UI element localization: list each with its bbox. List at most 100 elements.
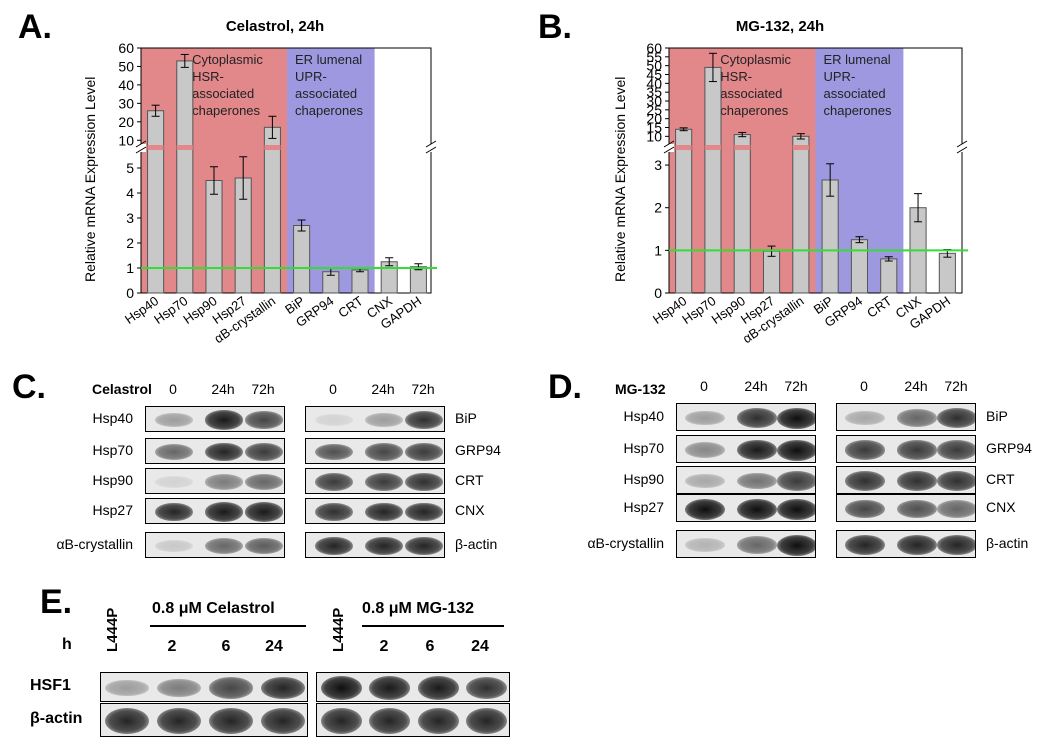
panel-d-right-row-label-2: CRT bbox=[986, 471, 1015, 487]
panel-e-hour-label: h bbox=[62, 636, 72, 653]
panel-c-left-blot-3 bbox=[145, 498, 285, 524]
panel-d-left-blot-3 bbox=[676, 494, 816, 522]
panel-c-right-band-1-1 bbox=[365, 443, 403, 461]
panel-c-left-band-2-1 bbox=[205, 474, 243, 490]
panel-d-right-blot-1 bbox=[836, 435, 976, 463]
panel-e-mg132-underline bbox=[362, 625, 504, 627]
panel-d-left-band-0-1 bbox=[737, 408, 777, 428]
chart-a-axis-break-gap-0 bbox=[136, 144, 146, 152]
panel-d-right-blot-2 bbox=[836, 466, 976, 494]
panel-d-left-band-0-0 bbox=[685, 410, 725, 426]
panel-e-cel-band-0-0 bbox=[104, 679, 150, 697]
panel-e-celastrol-header: 0.8 μM Celastrol bbox=[152, 600, 275, 617]
chart-a-bar-2 bbox=[205, 180, 223, 294]
panel-e-cel-band-1-3 bbox=[260, 708, 306, 734]
panel-d-right-row-label-0: BiP bbox=[986, 408, 1008, 424]
panel-d-right-band-3-0 bbox=[845, 499, 885, 519]
panel-d-left-blot-4 bbox=[676, 530, 816, 558]
panel-c-left-row-label-4: αB-crystallin bbox=[56, 536, 133, 552]
panel-c-left-band-1-0 bbox=[155, 444, 193, 460]
chart-a-ytick-label: 5 bbox=[126, 160, 134, 176]
panel-c-left-band-3-2 bbox=[245, 502, 283, 522]
panel-e-mg-band-1-2 bbox=[417, 708, 459, 734]
chart-a-ytick-label: 1 bbox=[126, 260, 134, 276]
panel-c-right-band-4-1 bbox=[365, 536, 403, 556]
panel-c-right-band-2-1 bbox=[365, 473, 403, 491]
panel-d-right-band-3-2 bbox=[937, 500, 975, 518]
panel-d-right-blot-4 bbox=[836, 530, 976, 558]
panel-c-right-row-label-0: BiP bbox=[455, 410, 477, 426]
panel-d-left-row-label-1: Hsp70 bbox=[623, 440, 664, 456]
panel-c-left-blot-2 bbox=[145, 468, 285, 494]
panel-e-time-mg-0: 2 bbox=[379, 638, 389, 655]
panel-c-left-band-0-1 bbox=[205, 410, 243, 430]
panel-d-left-blot-2 bbox=[676, 466, 816, 494]
panel-c-left-band-4-1 bbox=[205, 538, 243, 554]
panel-d-right-band-0-0 bbox=[845, 410, 885, 426]
panel-c-right-row-label-2: CRT bbox=[455, 472, 484, 488]
panel-d-right-band-4-2 bbox=[937, 534, 975, 556]
panel-c-left-band-1-2 bbox=[245, 443, 283, 461]
chart-a-bar-break-0 bbox=[147, 145, 164, 150]
panel-e-time-mg-2: 24 bbox=[471, 638, 489, 655]
panel-label-e: E. bbox=[40, 583, 73, 621]
panel-c-col-header-0-0: 0 bbox=[169, 381, 177, 397]
chart-a-bar-7 bbox=[351, 269, 369, 294]
panel-c-right-row-label-4: β-actin bbox=[455, 536, 498, 552]
panel-d-right-row-label-3: CNX bbox=[986, 499, 1016, 515]
panel-d-left-band-1-1 bbox=[737, 439, 777, 461]
panel-d-right-band-3-1 bbox=[897, 499, 937, 519]
panel-c-left-blot-4 bbox=[145, 532, 285, 558]
panel-d-treatment: MG-132 bbox=[615, 381, 666, 397]
panel-e-mg-band-1-1 bbox=[369, 708, 411, 734]
chart-a-ytick-label: 60 bbox=[118, 40, 134, 56]
panel-d-left-band-2-1 bbox=[737, 472, 777, 490]
chart-a-region-label-0: Cytoplasmic HSR-associated chaperones bbox=[192, 52, 263, 118]
panel-d-right-band-4-1 bbox=[897, 534, 937, 556]
chart-a-bar-break-1 bbox=[176, 145, 193, 150]
panel-e-mg-band-0-2 bbox=[417, 676, 459, 700]
panel-d-left-band-0-2 bbox=[777, 407, 815, 429]
panel-c-right-band-4-2 bbox=[405, 536, 443, 556]
panel-c-left-row-label-3: Hsp27 bbox=[92, 502, 133, 518]
panel-c-right-row-label-1: GRP94 bbox=[455, 442, 501, 458]
panel-d-left-band-3-1 bbox=[737, 498, 777, 520]
panel-c-right-blot-1 bbox=[305, 438, 445, 464]
panel-c-col-header-1-1: 24h bbox=[371, 381, 395, 397]
chart-a-ytick-label: 40 bbox=[118, 77, 134, 93]
panel-e-time-cel-1: 6 bbox=[221, 638, 231, 655]
chart-a-ytick-label: 10 bbox=[118, 132, 134, 148]
panel-e-mg-band-0-0 bbox=[320, 676, 362, 700]
chart-a-axis-break-mark-0 bbox=[135, 140, 147, 148]
panel-c-right-row-label-3: CNX bbox=[455, 502, 485, 518]
panel-c-col-header-0-2: 72h bbox=[251, 381, 275, 397]
panel-d-right-row-label-4: β-actin bbox=[986, 535, 1029, 551]
panel-d-col-header-0-2: 72h bbox=[784, 378, 808, 394]
panel-c-left-blot-1 bbox=[145, 438, 285, 464]
panel-d-left-row-label-0: Hsp40 bbox=[623, 408, 664, 424]
panel-e-cel-band-1-2 bbox=[208, 708, 254, 734]
chart-a-xtick-label-7: CRT bbox=[335, 293, 365, 321]
panel-e-control-label-1: L444P bbox=[104, 607, 121, 652]
panel-c-left-band-2-2 bbox=[245, 474, 283, 490]
panel-c-left-band-0-2 bbox=[245, 411, 283, 429]
panel-e-mg-band-0-3 bbox=[466, 676, 508, 700]
panel-c-right-band-2-0 bbox=[315, 473, 353, 491]
panel-e-time-mg-1: 6 bbox=[425, 638, 435, 655]
panel-e-mg-band-0-1 bbox=[369, 676, 411, 700]
panel-e-cel-band-0-3 bbox=[260, 676, 306, 700]
panel-e-mg-blot-1 bbox=[316, 703, 510, 737]
panel-d-left-band-3-2 bbox=[777, 498, 815, 520]
chart-a-bar-0 bbox=[147, 110, 165, 294]
panel-c-right-blot-4 bbox=[305, 532, 445, 558]
chart-b-title: MG-132, 24h bbox=[735, 18, 825, 35]
chart-a-bar-9 bbox=[409, 266, 427, 294]
chart-a-ytick-label: 4 bbox=[126, 185, 134, 201]
panel-e-mg-band-1-3 bbox=[466, 708, 508, 734]
chart-a-ytick-label: 0 bbox=[126, 285, 134, 301]
panel-label-c: C. bbox=[12, 368, 46, 406]
panel-e-mg-band-1-0 bbox=[320, 708, 362, 734]
panel-c-left-row-label-1: Hsp70 bbox=[92, 442, 133, 458]
panel-d-col-header-1-0: 0 bbox=[860, 378, 868, 394]
chart-a-axis-break-mark2-0 bbox=[135, 146, 147, 154]
